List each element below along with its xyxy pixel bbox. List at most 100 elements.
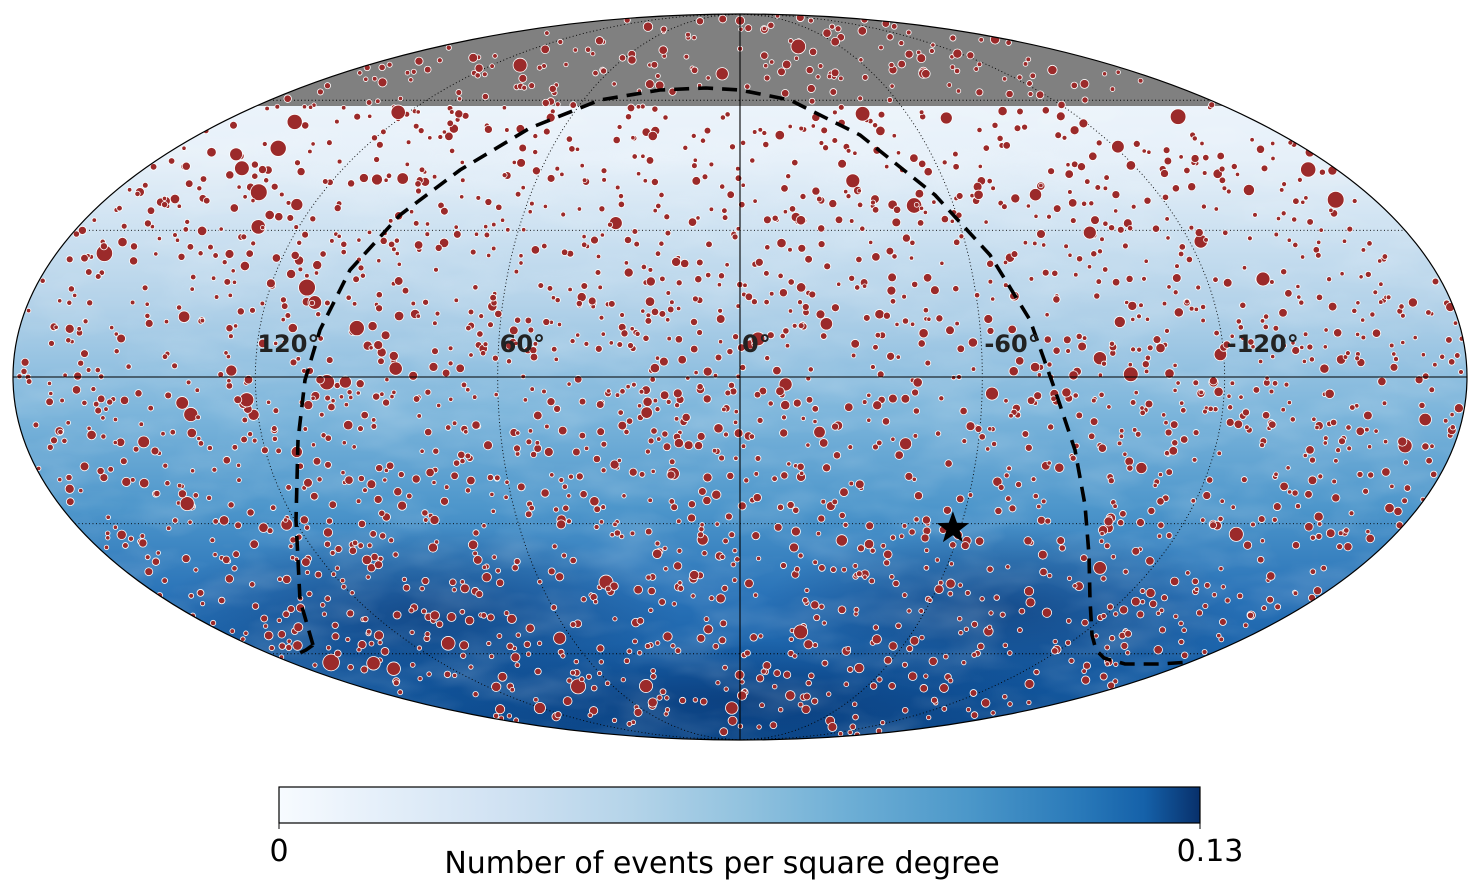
event-point xyxy=(1090,250,1098,258)
event-point xyxy=(738,26,744,32)
event-point xyxy=(1377,258,1383,264)
event-point xyxy=(1155,342,1166,354)
event-point xyxy=(366,542,373,549)
event-point xyxy=(499,217,506,223)
event-point xyxy=(1077,341,1087,352)
event-point xyxy=(171,362,179,370)
event-point xyxy=(481,523,487,529)
event-point xyxy=(1218,165,1226,173)
event-point xyxy=(782,209,789,215)
event-point xyxy=(590,684,598,692)
event-point xyxy=(744,292,754,301)
event-point xyxy=(554,101,561,108)
event-point xyxy=(1127,361,1133,368)
event-point xyxy=(348,546,358,555)
event-point xyxy=(59,397,65,404)
event-point xyxy=(554,165,561,172)
event-point xyxy=(934,557,941,563)
event-point xyxy=(658,310,667,318)
event-point xyxy=(892,579,900,588)
event-point xyxy=(1337,530,1344,537)
event-point xyxy=(751,129,758,135)
event-point xyxy=(866,392,872,398)
event-point xyxy=(647,497,653,504)
event-point xyxy=(308,299,316,307)
event-point xyxy=(888,393,898,404)
event-point xyxy=(544,423,550,430)
event-point xyxy=(1183,166,1191,175)
event-point xyxy=(297,266,304,273)
event-point xyxy=(789,542,799,553)
event-point xyxy=(465,324,472,332)
event-point xyxy=(791,322,798,329)
event-point xyxy=(901,317,910,325)
event-point xyxy=(1051,647,1059,655)
event-point xyxy=(236,184,242,190)
event-point xyxy=(530,245,541,255)
event-point xyxy=(1260,164,1269,173)
event-point xyxy=(533,444,543,453)
event-point xyxy=(1113,208,1119,214)
event-point xyxy=(1162,146,1171,155)
event-point xyxy=(952,285,960,293)
event-point xyxy=(723,686,729,692)
event-point xyxy=(57,298,63,304)
event-point xyxy=(638,388,645,395)
event-point xyxy=(764,244,771,251)
event-point xyxy=(937,579,944,586)
event-point xyxy=(1015,480,1023,489)
event-point xyxy=(708,206,715,213)
event-point xyxy=(392,551,399,558)
event-point xyxy=(263,630,274,641)
event-point xyxy=(616,124,623,130)
event-point xyxy=(446,119,454,128)
event-point xyxy=(1139,409,1146,417)
event-point xyxy=(719,114,726,121)
event-point xyxy=(773,522,783,532)
event-point xyxy=(86,299,94,307)
event-point xyxy=(884,163,890,170)
event-point xyxy=(1364,426,1370,433)
event-point xyxy=(634,330,641,337)
event-point xyxy=(1033,213,1039,219)
event-point xyxy=(1161,412,1167,418)
event-point xyxy=(1178,400,1185,406)
event-point xyxy=(409,662,416,668)
event-point xyxy=(546,174,556,183)
event-point xyxy=(609,532,615,538)
event-point xyxy=(569,556,577,565)
event-point xyxy=(1364,270,1372,278)
event-point xyxy=(1002,259,1009,266)
event-point xyxy=(506,642,514,651)
event-point xyxy=(829,88,838,96)
event-point xyxy=(875,125,886,137)
event-point xyxy=(870,199,876,206)
event-point xyxy=(1046,361,1053,368)
event-point xyxy=(452,672,458,679)
event-point xyxy=(1201,649,1208,655)
event-point xyxy=(1354,331,1361,338)
event-point xyxy=(715,314,726,324)
event-point xyxy=(408,209,415,215)
event-point xyxy=(534,667,542,676)
event-point xyxy=(811,697,819,705)
event-point xyxy=(865,521,875,531)
event-point xyxy=(177,310,191,323)
event-point xyxy=(186,427,197,439)
event-point xyxy=(997,483,1005,491)
event-point xyxy=(310,141,316,147)
event-point xyxy=(1100,612,1107,620)
event-point xyxy=(379,236,388,245)
event-point xyxy=(780,562,787,569)
event-point xyxy=(426,671,432,677)
event-point xyxy=(562,696,573,706)
event-point xyxy=(693,369,699,376)
event-point xyxy=(650,668,656,674)
event-point xyxy=(352,275,360,284)
event-point xyxy=(460,652,467,659)
event-point xyxy=(662,442,672,452)
event-point xyxy=(773,669,781,677)
event-point xyxy=(1090,397,1097,404)
event-point xyxy=(874,309,885,320)
event-point xyxy=(109,324,115,331)
